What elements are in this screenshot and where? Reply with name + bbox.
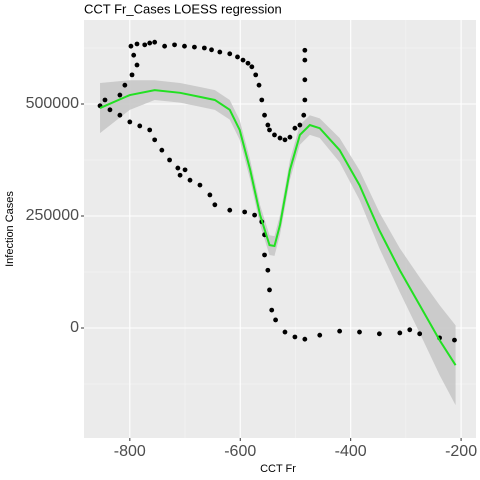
data-point xyxy=(172,42,177,48)
data-point xyxy=(292,125,298,131)
data-point xyxy=(302,47,308,53)
data-point xyxy=(265,267,271,273)
data-point xyxy=(287,134,293,140)
data-point xyxy=(452,337,457,343)
data-point xyxy=(175,165,181,171)
data-point xyxy=(147,127,153,133)
data-point xyxy=(159,147,165,153)
data-point xyxy=(282,137,288,143)
data-point xyxy=(235,54,240,60)
data-point xyxy=(217,49,223,55)
x-tick-label: -600 xyxy=(224,443,256,460)
data-point xyxy=(201,45,207,51)
data-point xyxy=(357,329,362,335)
x-tick-label: -800 xyxy=(114,443,146,460)
data-point xyxy=(267,127,272,133)
data-point xyxy=(152,39,158,45)
data-point xyxy=(262,252,267,258)
data-point xyxy=(102,97,108,103)
y-tick-label: 0 xyxy=(70,319,79,336)
data-point xyxy=(129,72,135,78)
data-point xyxy=(297,122,303,128)
y-tick-label: 500000 xyxy=(26,95,79,112)
data-point xyxy=(162,43,168,49)
data-point xyxy=(187,177,193,183)
data-point xyxy=(152,137,158,143)
data-point xyxy=(227,51,233,57)
data-point xyxy=(227,207,233,213)
data-point xyxy=(117,112,123,118)
data-point xyxy=(147,40,153,46)
loess-line xyxy=(99,89,457,366)
data-point xyxy=(249,64,255,70)
data-point xyxy=(317,332,323,338)
data-point xyxy=(207,192,213,198)
data-point xyxy=(137,123,143,129)
data-point xyxy=(259,97,265,103)
data-point xyxy=(397,330,403,336)
data-point xyxy=(302,97,308,103)
data-point xyxy=(256,82,262,88)
data-point xyxy=(302,77,308,83)
data-point xyxy=(134,41,140,47)
data-point xyxy=(122,82,128,88)
data-point xyxy=(182,43,187,49)
data-point xyxy=(127,119,133,125)
data-point xyxy=(117,92,123,98)
y-tick-label: 250000 xyxy=(26,207,79,224)
data-point xyxy=(337,328,343,334)
data-point xyxy=(253,72,259,78)
data-point xyxy=(212,202,218,208)
data-point xyxy=(273,317,278,323)
data-point xyxy=(252,212,258,218)
data-point xyxy=(131,52,137,58)
data-point xyxy=(262,112,267,118)
x-tick-label: -400 xyxy=(335,443,367,460)
data-point xyxy=(209,47,214,53)
data-point xyxy=(407,327,413,333)
data-point xyxy=(282,329,288,335)
data-point xyxy=(167,157,172,163)
data-point xyxy=(267,287,272,293)
data-point xyxy=(240,57,246,63)
data-point xyxy=(107,107,113,113)
chart-title: CCT Fr_Cases LOESS regression xyxy=(84,1,282,16)
data-point xyxy=(192,44,197,50)
data-point xyxy=(197,182,203,188)
data-point xyxy=(417,331,423,337)
data-point xyxy=(245,60,251,66)
data-point xyxy=(292,334,298,340)
data-point xyxy=(265,122,271,128)
data-point xyxy=(128,43,134,49)
x-tick-label: -200 xyxy=(445,443,477,460)
x-axis-label: CCT Fr xyxy=(260,463,296,475)
data-point xyxy=(277,135,283,141)
data-point xyxy=(302,57,308,63)
data-point xyxy=(182,167,188,173)
data-point xyxy=(177,172,183,178)
confidence-band xyxy=(100,80,456,406)
data-point xyxy=(302,336,308,342)
data-point xyxy=(134,62,140,68)
data-point xyxy=(272,132,277,138)
data-point xyxy=(269,307,275,313)
data-point xyxy=(242,209,248,215)
data-point xyxy=(301,112,307,118)
y-axis-label: Infection Cases xyxy=(4,191,16,267)
data-point xyxy=(142,42,148,48)
data-point xyxy=(376,331,382,337)
